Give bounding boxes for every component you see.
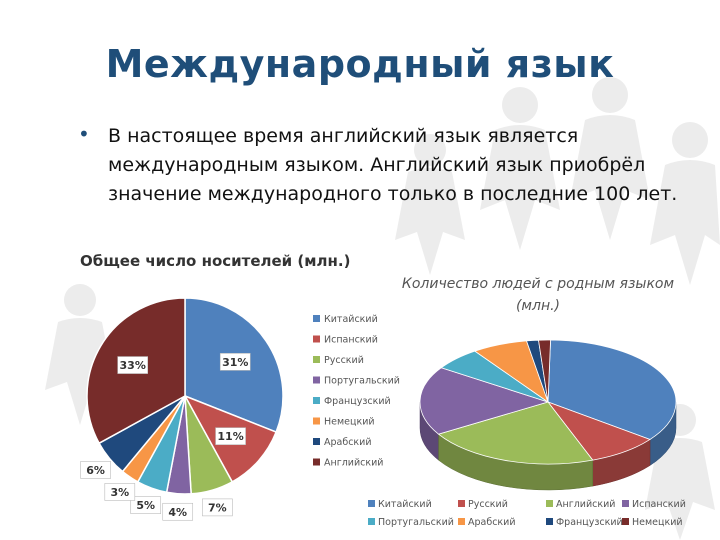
chart1-label-box (80, 461, 111, 479)
chart1-data-labels: 31% 11% 7% 4% 5% 3% 6% 33% (80, 353, 251, 521)
chart1-legend-label: Немецкий (324, 417, 375, 428)
chart2-legend-swatch (368, 518, 375, 525)
chart2-legend-swatch (458, 518, 465, 525)
chart1-label-box (117, 356, 149, 374)
chart1-legend-swatch (313, 315, 320, 322)
chart2-legend-swatch (622, 518, 629, 525)
chart1-legend-label: Французский (324, 396, 391, 407)
chart2-legend-swatch (546, 500, 553, 507)
chart1-label-box (104, 483, 136, 501)
chart1-legend-swatch (313, 417, 320, 425)
chart2-slice-китайский (547, 339, 677, 440)
chart1-legend-label: Испанский (324, 335, 378, 346)
chart1-legend-label: Арабский (324, 437, 372, 448)
chart1-data-label: 4% (168, 506, 187, 519)
chart1-legend-swatch (313, 356, 320, 363)
chart2-legend-label: Французский (556, 517, 623, 528)
chart2-legend-label: Арабский (468, 517, 516, 528)
chart1-label-box (162, 502, 194, 521)
chart1-legend-label: Португальский (324, 376, 400, 387)
chart2-legend-swatch (458, 500, 465, 507)
chart2-legend-label: Русский (468, 499, 508, 510)
chart1-data-label: 6% (86, 464, 105, 477)
chart1-legend-swatch (313, 397, 320, 404)
chart2-legend-label: Португальский (378, 517, 454, 528)
slide-title: Международный язык (105, 42, 615, 86)
chart1-label-box (202, 498, 233, 517)
chart1-data-label: 31% (222, 356, 248, 369)
chart2-slice-немецкий (538, 339, 551, 403)
chart2-legend: Китайский Русский Английский Испанский Порту… (368, 499, 686, 528)
chart1-data-label: 11% (217, 430, 243, 443)
chart2-pie-3d (419, 339, 677, 491)
chart2-slice-английский (437, 401, 594, 465)
chart1-title: Общее число носителей (млн.) (80, 252, 350, 270)
chart2-title-line2: (млн.) (516, 298, 560, 314)
chart1-legend: Китайский Испанский Русский Португальский Фр… (313, 314, 400, 469)
chart1-legend-swatch (313, 438, 320, 445)
chart2-legend-label: Английский (556, 499, 615, 510)
chart2-legend-swatch (546, 518, 553, 525)
chart1-legend-swatch (313, 458, 320, 466)
chart1-data-label: 33% (120, 359, 146, 372)
chart2-legend-label: Немецкий (632, 517, 683, 528)
chart1-legend-swatch (313, 376, 320, 384)
chart1-label-box (215, 427, 246, 445)
chart1-data-label: 7% (208, 501, 227, 514)
chart2-title-line1: Количество людей с родным языком (402, 276, 675, 292)
chart1-pie (86, 297, 284, 495)
chart2-legend-label: Китайский (378, 499, 432, 510)
chart1-legend-label: Русский (324, 355, 364, 366)
chart2-slice-испанский (419, 367, 550, 435)
chart2-legend-label: Испанский (632, 499, 686, 510)
chart1-data-label: 3% (110, 486, 129, 499)
chart1-legend-label: Английский (324, 458, 383, 469)
chart1-legend-label: Китайский (324, 314, 378, 325)
bullet-dot-icon: • (78, 122, 90, 146)
chart1-legend-swatch (313, 335, 320, 343)
chart2-legend-swatch (622, 500, 629, 507)
chart1-label-box (219, 353, 251, 371)
chart2-legend-swatch (368, 500, 375, 507)
bullet-text: В настоящее время английский язык являет… (108, 125, 678, 205)
chart1-data-label: 5% (136, 499, 155, 512)
chart1-label-box (130, 496, 162, 514)
